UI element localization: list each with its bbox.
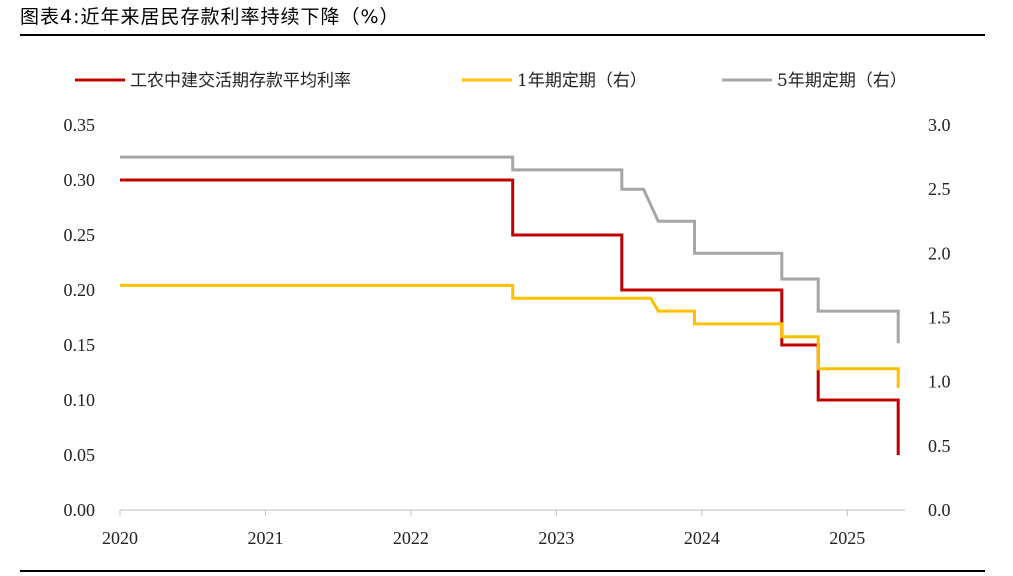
y-left-tick-label: 0.15 [64, 335, 96, 355]
y-left-tick-label: 0.05 [64, 445, 96, 465]
y-right-tick-label: 2.0 [928, 243, 951, 263]
series-line-2 [120, 155, 900, 344]
y-left-tick-label: 0.35 [64, 115, 96, 135]
bottom-rule [20, 570, 985, 572]
y-right-tick-label: 3.0 [928, 115, 951, 135]
y-right-tick-label: 0.0 [928, 500, 951, 520]
x-tick-label: 2025 [829, 528, 865, 548]
y-right-tick-label: 1.0 [928, 372, 951, 392]
chart-title: 图表4:近年来居民存款利率持续下降（%） [20, 6, 400, 28]
y-left-tick-label: 0.30 [64, 170, 96, 190]
x-tick-label: 2023 [538, 528, 574, 548]
series-lines [120, 155, 900, 455]
x-tick-label: 2020 [102, 528, 138, 548]
x-tick-label: 2024 [684, 528, 720, 548]
y-right-tick-label: 2.5 [928, 179, 951, 199]
legend-label-2: 5年期定期（右） [777, 71, 907, 91]
axes: 2020 2021 2022 2023 2024 2025 0.00 0.05 0.10 0.15… [64, 115, 951, 548]
legend-label-0: 工农中建交活期存款平均利率 [130, 71, 351, 91]
x-tick-label: 2022 [393, 528, 429, 548]
y-right-tick-label: 1.5 [928, 308, 951, 328]
top-rule [20, 34, 985, 36]
y-left-tick-label: 0.10 [64, 390, 96, 410]
y-left-tick-label: 0.00 [64, 500, 96, 520]
series-line-0 [120, 178, 900, 455]
y-right-tick-label: 0.5 [928, 436, 951, 456]
legend: 工农中建交活期存款平均利率 1年期定期（右） 5年期定期（右） [75, 71, 907, 91]
x-tick-label: 2021 [247, 528, 283, 548]
y-left-tick-label: 0.25 [64, 225, 96, 245]
y-left-tick-label: 0.20 [64, 280, 96, 300]
series-line-1 [120, 283, 900, 389]
legend-label-1: 1年期定期（右） [517, 71, 647, 91]
